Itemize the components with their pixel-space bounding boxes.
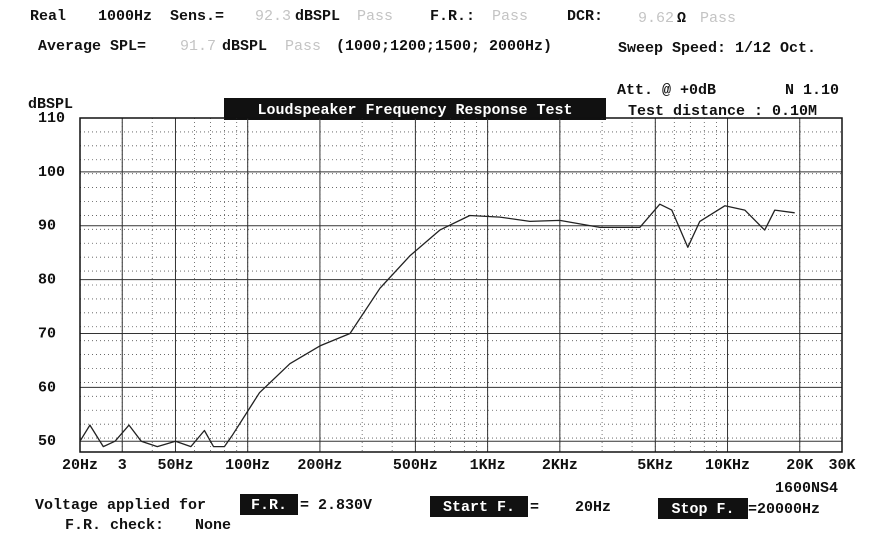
footer-text: None <box>195 517 231 534</box>
info: 92.3 <box>255 8 291 25</box>
info: Pass <box>492 8 528 25</box>
footer-text: F.R. check: <box>65 517 164 534</box>
info: F.R.: <box>430 8 475 25</box>
y-tick-label: 70 <box>38 325 56 342</box>
info: Att. @ +0dB <box>617 82 716 99</box>
footer-text: Stop F. <box>671 501 734 518</box>
info: dBSPL <box>295 8 340 25</box>
label-box <box>430 496 528 517</box>
x-tick-label: 200Hz <box>297 457 342 474</box>
title-box <box>224 98 606 120</box>
x-tick-label: 1KHz <box>470 457 506 474</box>
header: Real 1000Hz Sens.= 92.3 dBSPL Pass F.R.:… <box>30 8 839 120</box>
x-tick-label: 500Hz <box>393 457 438 474</box>
footer: 1600NS4 Voltage applied for F.R. = 2.830… <box>35 480 838 534</box>
info: DCR: <box>567 8 603 25</box>
footer-text: = <box>530 499 539 516</box>
x-tick-label: 10KHz <box>705 457 750 474</box>
footer-text: =20000Hz <box>748 501 820 518</box>
x-tick-label: 100Hz <box>225 457 270 474</box>
y-tick-label: 60 <box>38 379 56 396</box>
info: 9.62 <box>638 10 674 27</box>
response-line <box>79 203 795 448</box>
label-box <box>240 494 298 515</box>
x-tick-label: 50Hz <box>157 457 193 474</box>
x-tick-label: 2KHz <box>542 457 578 474</box>
info: Test distance : 0.10M <box>628 103 817 120</box>
model: 1600NS4 <box>775 480 838 497</box>
info: Ω <box>677 10 686 27</box>
label-box <box>658 498 748 519</box>
plot: 110 100 90 80 70 60 50 20Hz 3 50Hz 100Hz 200Hz 500Hz… <box>38 110 856 474</box>
info: Real <box>30 8 66 25</box>
y-tick-label: 110 <box>38 110 65 127</box>
info: Average SPL= <box>38 38 146 55</box>
x-tick-label: 20K <box>786 457 813 474</box>
footer-text: = 2.830V <box>300 497 372 514</box>
x-tick-label: 30K <box>828 457 855 474</box>
footer-text: Start F. <box>443 499 515 516</box>
y-tick-label: 50 <box>38 433 56 450</box>
plot-frame <box>79 117 843 453</box>
x-tick-label: 3 <box>118 457 127 474</box>
y-tick-label: 90 <box>38 218 56 235</box>
info: Pass <box>285 38 321 55</box>
x-tick-label: 20Hz <box>62 457 98 474</box>
info: Pass <box>700 10 736 27</box>
x-tick-label: 5KHz <box>637 457 673 474</box>
y-tick-label: 100 <box>38 164 65 181</box>
info: N 1.10 <box>785 82 839 99</box>
footer-text: Voltage applied for <box>35 497 206 514</box>
info: 1000Hz <box>98 8 152 25</box>
y-tick-label: 80 <box>38 272 56 289</box>
info: Sweep Speed: 1/12 Oct. <box>618 40 816 57</box>
info: Sens.= <box>170 8 224 25</box>
info: Pass <box>357 8 393 25</box>
info: dBSPL <box>222 38 267 55</box>
chart-title: Loudspeaker Frequency Response Test <box>257 102 572 119</box>
info: 91.7 <box>180 38 216 55</box>
footer-text: F.R. <box>251 497 287 514</box>
y-axis-label: dBSPL <box>28 96 73 113</box>
info: (1000;1200;1500; 2000Hz) <box>336 38 552 55</box>
footer-text: 20Hz <box>575 499 611 516</box>
